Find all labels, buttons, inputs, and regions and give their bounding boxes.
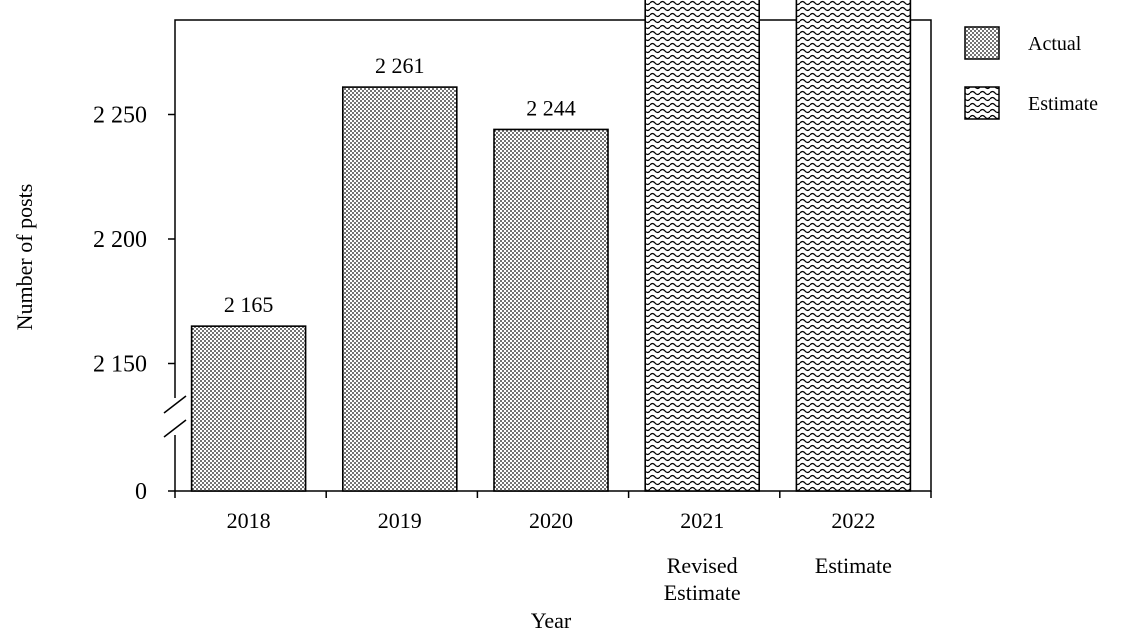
data-label: 2 261: [375, 53, 425, 78]
bar-2020: [493, 128, 609, 492]
category-label: 2018: [227, 508, 271, 533]
bar-2021: [644, 0, 761, 492]
axis-break-slash-lower: [163, 419, 187, 438]
y-tick-label: 2 300: [93, 0, 147, 4]
bar-2022: [795, 0, 912, 492]
axis-break-slash-upper: [163, 395, 187, 414]
y-axis-title: Number of posts: [12, 184, 37, 331]
category-label: 2021: [680, 508, 724, 533]
x-axis-ticks: [174, 491, 932, 498]
y-axis-break-marks: [163, 395, 187, 438]
y-tick-label: 2 200: [93, 227, 147, 253]
bar-2018: [190, 325, 307, 492]
y-tick-label: 2 150: [93, 352, 147, 378]
axis-break-gap: [170, 398, 180, 435]
data-label: 2 244: [526, 95, 576, 120]
bars: [190, 0, 912, 492]
category-labels: 2018 2019 2020 2021 Revised Estimate 2022 Estim…: [227, 508, 892, 605]
category-sub-label: Estimate: [815, 553, 892, 578]
y-tick-label: 0: [135, 479, 147, 505]
legend-swatch-estimate: [964, 86, 1000, 120]
category-label: 2022: [831, 508, 875, 533]
category-sub-label: Revised Estimate: [664, 553, 741, 605]
category-label: 2020: [529, 508, 573, 533]
legend: Actual Estimate: [964, 26, 1098, 120]
legend-label: Actual: [1028, 33, 1082, 55]
legend-swatch-actual: [964, 26, 1000, 60]
legend-label: Estimate: [1028, 93, 1098, 115]
x-axis-title: Year: [531, 608, 572, 633]
bar-2019: [341, 86, 458, 492]
data-label: 2 165: [224, 292, 274, 317]
category-label: 2019: [378, 508, 422, 533]
y-tick-label: 2 250: [93, 103, 147, 129]
